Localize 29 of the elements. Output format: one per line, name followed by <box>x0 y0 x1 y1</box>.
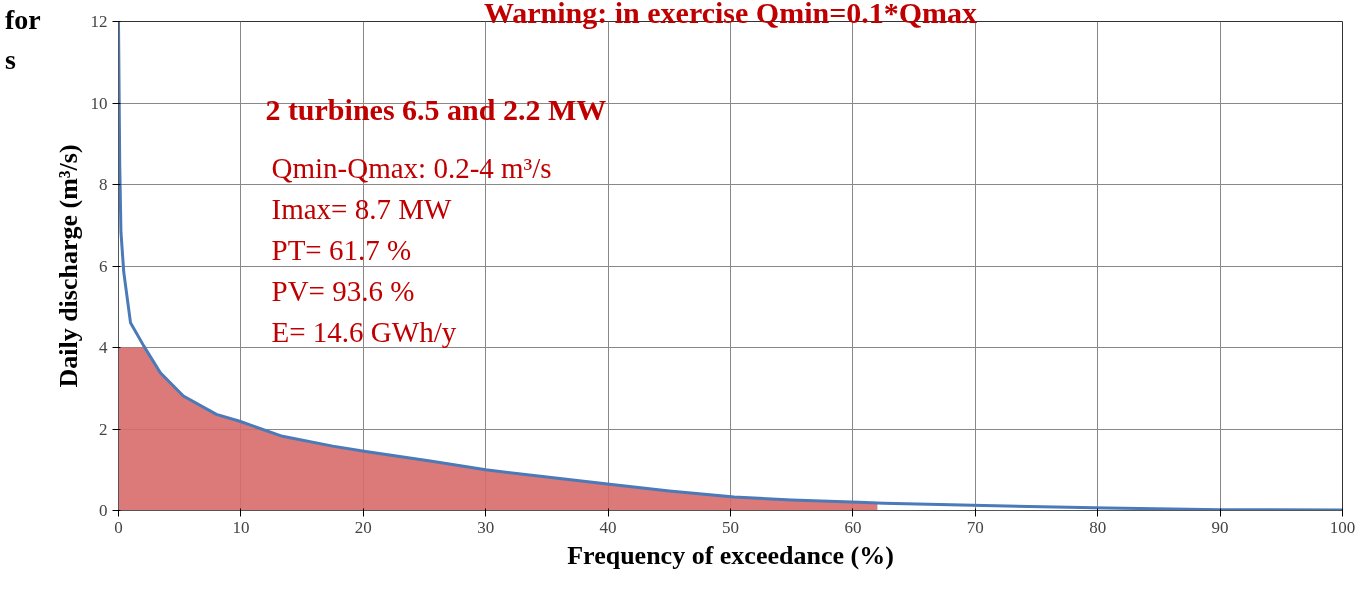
y-tick-label: 0 <box>99 501 108 520</box>
annotation: PT= 61.7 % <box>271 233 412 266</box>
x-tick-label: 10 <box>232 517 250 537</box>
y-tick-label: 8 <box>99 175 108 194</box>
x-tick-label: 30 <box>477 517 495 537</box>
y-tick-label: 12 <box>90 12 108 31</box>
chart-title: Warning: in exercise Qmin=0.1*Qmax <box>483 0 978 29</box>
annotation: PV= 93.6 % <box>271 274 415 307</box>
y-tick-label: 6 <box>99 256 108 276</box>
y-tick-label: 2 <box>99 419 108 439</box>
x-tick-label: 50 <box>722 517 739 537</box>
y-tick-label: 4 <box>99 338 108 357</box>
y-axis-title: Daily discharge (m³/s) <box>53 144 83 388</box>
x-tick-label: 20 <box>354 517 372 537</box>
x-tick-label: 60 <box>844 517 862 537</box>
x-tick-label: 40 <box>599 517 617 537</box>
x-axis-title: Frequency of exceedance (%) <box>567 540 894 570</box>
text: for <box>5 4 41 35</box>
x-tick-label: 80 <box>1089 517 1107 537</box>
x-tick-label: 90 <box>1211 517 1229 537</box>
annotation: Imax= 8.7 MW <box>271 193 452 226</box>
x-tick-label: 70 <box>966 517 984 537</box>
x-tick-label: 100 <box>1329 517 1356 537</box>
text: s <box>5 44 16 75</box>
annotation: E= 14.6 GWh/y <box>271 315 457 348</box>
y-tick-label: 10 <box>90 93 108 113</box>
annotation: Qmin-Qmax: 0.2-4 m³/s <box>271 152 552 185</box>
annotation: 2 turbines 6.5 and 2.2 MW <box>265 93 607 127</box>
x-tick-label: 0 <box>114 517 123 537</box>
